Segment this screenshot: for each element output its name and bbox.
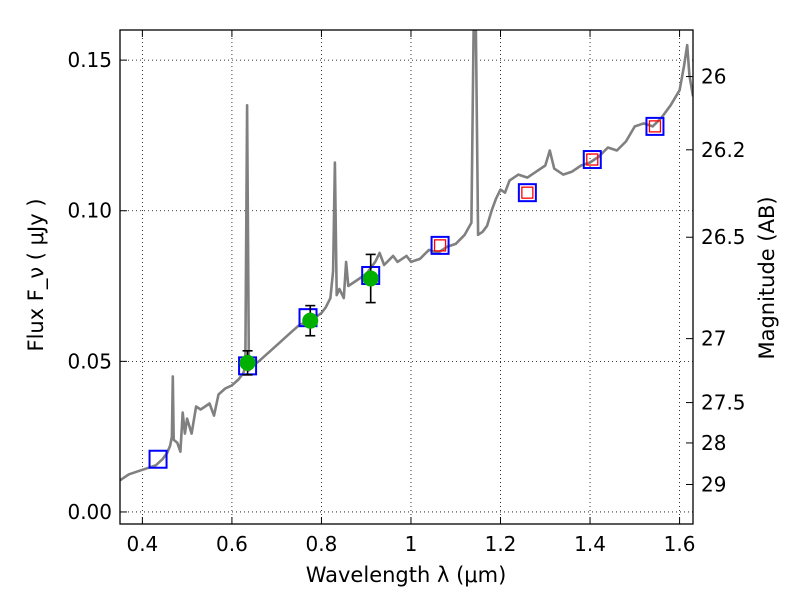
green-circle-marker	[362, 270, 379, 287]
x-tick-label: 1.6	[664, 532, 696, 556]
x-tick-label: 0.6	[216, 532, 248, 556]
y-tick-label: 0.15	[67, 48, 112, 72]
green-circle-marker	[302, 312, 319, 329]
right-tick-label: 26.2	[701, 138, 746, 162]
spectrum-line	[120, 30, 693, 482]
blue-square-marker	[582, 150, 602, 170]
x-tick-label: 0.8	[306, 532, 338, 556]
y-tick-label: 0.00	[67, 500, 112, 524]
series-group	[120, 30, 693, 482]
x-tick-label: 1	[405, 532, 418, 556]
red-square-marker	[586, 153, 599, 166]
right-axis-label: Magnitude (AB)	[755, 196, 779, 359]
y-tick-label: 0.05	[67, 349, 112, 373]
red-square-marker	[521, 186, 534, 199]
grid-lines	[120, 30, 693, 524]
x-tick-label: 1.4	[574, 532, 606, 556]
axis-ticks: 0.4 0.6 0.8 1 1.2 1.4 1.6 0.00 0.05 0.10 0.15 26 26.…	[67, 30, 746, 556]
blue-square-marker	[430, 235, 450, 255]
x-tick-label: 1.2	[485, 532, 517, 556]
x-axis-label: Wavelength λ (μm)	[306, 563, 507, 587]
plot-frame	[119, 29, 694, 525]
blue-square-marker	[645, 116, 665, 136]
series-layer	[120, 30, 693, 482]
blue-square-marker	[148, 449, 168, 469]
right-tick-label: 29	[701, 472, 726, 496]
red-square-marker	[433, 239, 447, 252]
y-tick-label: 0.10	[67, 199, 112, 223]
blue-square-marker	[517, 183, 537, 203]
y-axis-label: Flux F_ν ( μJy )	[24, 198, 49, 351]
right-tick-label: 26	[701, 65, 726, 89]
right-tick-label: 27.5	[701, 391, 746, 415]
red-square-marker	[648, 120, 662, 133]
right-tick-label: 28	[701, 431, 726, 455]
x-tick-label: 0.4	[126, 532, 158, 556]
green-circle-marker	[239, 354, 256, 371]
right-tick-label: 26.5	[701, 225, 746, 249]
right-tick-label: 27	[701, 327, 726, 351]
